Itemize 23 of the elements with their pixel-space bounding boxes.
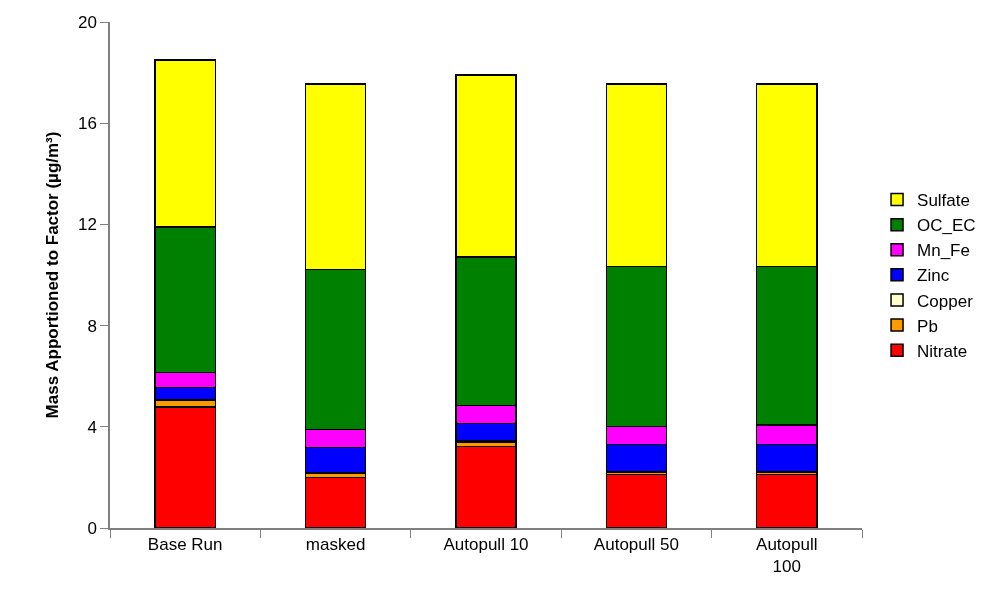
legend-label: Copper	[917, 291, 974, 311]
bar	[304, 476, 367, 528]
legend-label: OC_EC	[917, 216, 976, 236]
x-tick-label: Autopull 50	[593, 535, 679, 555]
x-tick-label: masked	[305, 535, 366, 555]
y-tick-label: 16	[77, 114, 97, 134]
y-tick-label: 4	[87, 417, 97, 437]
x-tick-label: Autopull 100	[756, 535, 818, 577]
bar	[605, 473, 668, 528]
bar	[455, 445, 517, 528]
legend-label: Sulfate	[917, 191, 970, 211]
x-tick-label: Autopull 10	[443, 535, 529, 555]
y-tick-label: 12	[77, 215, 97, 235]
x-tick-label: Base Run	[147, 535, 223, 555]
y-tick-label: 8	[87, 316, 97, 336]
legend-label: Zinc	[917, 266, 950, 286]
bar	[755, 473, 818, 528]
legend-label: Pb	[917, 316, 938, 336]
y-axis-title: Mass Apportioned to Factor (µg/m³)	[42, 131, 62, 419]
legend-label: Nitrate	[917, 341, 968, 361]
y-tick-label: 20	[77, 12, 97, 32]
legend-label: Mn_Fe	[917, 241, 970, 261]
y-tick-label: 0	[87, 518, 97, 538]
